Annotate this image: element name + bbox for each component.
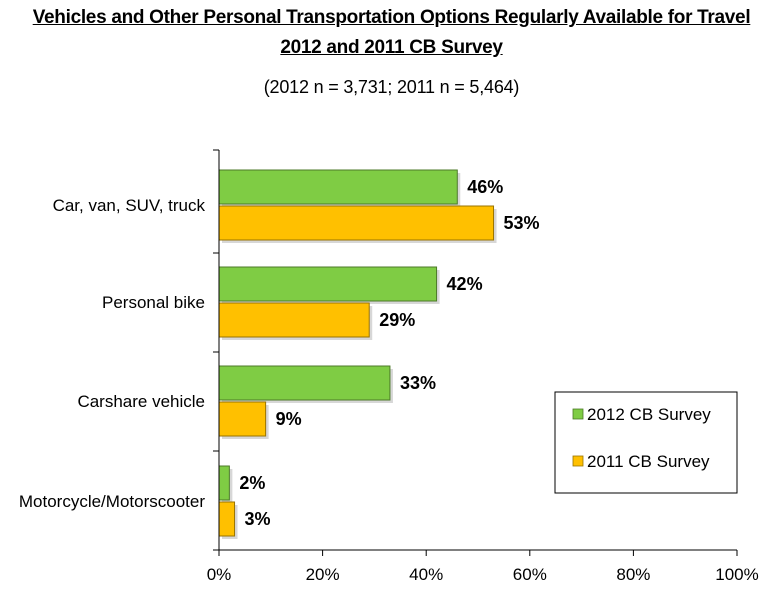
category-label: Motorcycle/Motorscooter — [19, 492, 205, 511]
x-tick-label: 80% — [616, 565, 650, 584]
x-tick-label: 0% — [207, 565, 232, 584]
x-tick-label: 40% — [409, 565, 443, 584]
x-tick-label: 100% — [715, 565, 758, 584]
x-tick-label: 20% — [306, 565, 340, 584]
data-label: 29% — [379, 310, 415, 330]
data-label: 53% — [504, 213, 540, 233]
chart-title-line-1: Vehicles and Other Personal Transportati… — [32, 7, 751, 28]
x-tick-label: 60% — [513, 565, 547, 584]
bar-2012 — [218, 465, 230, 501]
bar-2011 — [218, 205, 495, 241]
chart-subtitle: (2012 n = 3,731; 2011 n = 5,464) — [263, 77, 520, 97]
bar-2012 — [218, 169, 458, 205]
data-label: 33% — [400, 373, 436, 393]
bar-2011 — [218, 401, 267, 437]
legend-box — [554, 391, 738, 494]
category-label: Carshare vehicle — [77, 392, 205, 411]
bar-2011 — [218, 302, 370, 338]
legend-swatch — [572, 408, 584, 420]
bar-2012 — [218, 365, 391, 401]
chart-title-line-2: 2012 and 2011 CB Survey — [280, 37, 503, 58]
category-label: Personal bike — [102, 293, 205, 312]
legend-label: 2011 CB Survey — [587, 452, 710, 471]
data-label: 3% — [245, 509, 271, 529]
bar-2012 — [218, 266, 438, 302]
data-label: 9% — [276, 409, 302, 429]
legend-label: 2012 CB Survey — [587, 405, 711, 424]
data-label: 42% — [447, 274, 483, 294]
legend-swatch — [572, 455, 584, 467]
bar-2011 — [218, 501, 236, 537]
data-label: 46% — [467, 177, 503, 197]
category-label: Car, van, SUV, truck — [53, 196, 206, 215]
data-label: 2% — [239, 473, 265, 493]
